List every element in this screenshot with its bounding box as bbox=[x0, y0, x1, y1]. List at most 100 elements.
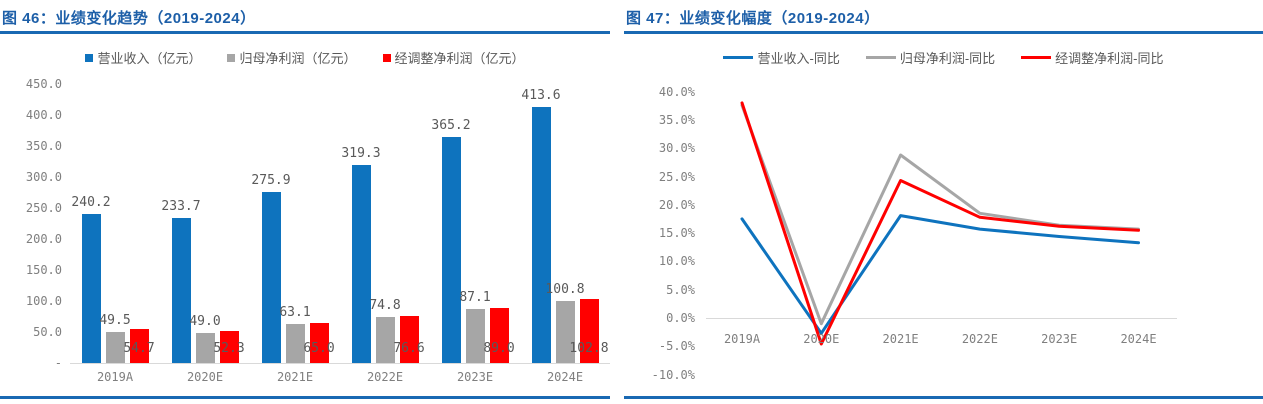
bar-revenue-2024E bbox=[531, 107, 551, 363]
legend-item-adjusted-net-profit-yoy: 经调整净利润-同比 bbox=[1021, 48, 1164, 67]
y-tick-label: 40.0% bbox=[658, 84, 695, 99]
y-tick-label: 250.0 bbox=[25, 201, 62, 215]
x-tick-label-2022E: 2022E bbox=[961, 332, 998, 346]
figure-46-title: 图 46：业绩变化趋势（2019-2024） bbox=[2, 10, 256, 27]
y-tick-label: 0.0% bbox=[666, 311, 695, 325]
legend-label-net-profit-yoy: 归母净利润-同比 bbox=[899, 51, 996, 66]
figure-47-title: 图 47：业绩变化幅度（2019-2024） bbox=[626, 10, 880, 27]
y-tick-label: 35.0% bbox=[658, 112, 695, 127]
x-tick-label-2023E: 2023E bbox=[456, 370, 494, 384]
y-tick-label: 350.0 bbox=[25, 139, 62, 153]
legend-item-revenue: 营业收入（亿元） bbox=[85, 48, 201, 67]
y-tick-label: 5.0% bbox=[666, 282, 695, 297]
legend-label-adjusted-net-profit-yoy: 经调整净利润-同比 bbox=[1055, 51, 1164, 66]
y-tick-label: 50.0 bbox=[33, 325, 62, 339]
legend-line-adjusted-net-profit-yoy-icon bbox=[1021, 56, 1052, 59]
x-tick-label-2019A: 2019A bbox=[723, 332, 761, 346]
bar-revenue-2023E bbox=[441, 137, 461, 363]
x-tick-label-2024E: 2024E bbox=[1120, 332, 1157, 346]
y-tick-label: 25.0% bbox=[658, 169, 695, 184]
line-chart-area: 营业收入-同比 归母净利润-同比 经调整净利润-同比 40.0% 35.0% 30.0%… bbox=[624, 36, 1263, 396]
data-label-adjusted-net-profit-2023E: 89.0 bbox=[483, 341, 515, 356]
series-line-adjusted-net-profit-yoy bbox=[740, 101, 1140, 346]
series-line-net-profit-yoy bbox=[740, 103, 1140, 326]
data-label-adjusted-net-profit-2019A: 54.7 bbox=[123, 341, 155, 356]
data-label-revenue-2020E: 233.7 bbox=[161, 199, 201, 214]
data-label-revenue-2024E: 413.6 bbox=[521, 88, 561, 103]
data-label-adjusted-net-profit-2021E: 65.0 bbox=[303, 341, 335, 356]
x-axis-line bbox=[70, 363, 610, 364]
legend-item-net-profit-yoy: 归母净利润-同比 bbox=[865, 48, 996, 67]
data-label-adjusted-net-profit-2022E: 76.6 bbox=[393, 341, 425, 356]
bar-revenue-2019A bbox=[81, 214, 101, 363]
zero-axis-line bbox=[706, 318, 1177, 319]
data-label-adjusted-net-profit-2020E: 52.3 bbox=[213, 341, 245, 356]
bar-revenue-2022E bbox=[351, 165, 371, 363]
y-tick-label: 300.0 bbox=[25, 170, 62, 184]
bar-net-profit-2022E bbox=[375, 317, 395, 363]
legend-item-net-profit: 归母净利润（亿元） bbox=[227, 48, 357, 67]
legend-label-revenue: 营业收入（亿元） bbox=[97, 51, 202, 66]
bar-net-profit-2023E bbox=[465, 309, 485, 363]
x-tick-label-2022E: 2022E bbox=[366, 370, 404, 384]
bar-revenue-2021E bbox=[261, 192, 281, 363]
y-tick-label: -5.0% bbox=[658, 339, 695, 354]
bar-adjusted-net-profit-2022E bbox=[399, 316, 419, 363]
bar-revenue-2020E bbox=[171, 218, 191, 363]
bar-chart-legend: 营业收入（亿元） 归母净利润（亿元） 经调整净利润（亿元） bbox=[0, 48, 610, 67]
figure-46-bottom-rule bbox=[0, 396, 610, 399]
line-chart-legend: 营业收入-同比 归母净利润-同比 经调整净利润-同比 bbox=[624, 48, 1263, 67]
figure-47-title-underline bbox=[624, 31, 1263, 34]
x-tick-label-2020E: 2020E bbox=[186, 370, 224, 384]
data-label-net-profit-2020E: 49.0 bbox=[189, 314, 221, 329]
bar-adjusted-net-profit-2020E bbox=[219, 331, 239, 363]
bar-net-profit-2021E bbox=[285, 324, 305, 363]
bar-adjusted-net-profit-2021E bbox=[309, 323, 329, 363]
y-tick-label: 150.0 bbox=[25, 263, 62, 277]
legend-swatch-adjusted-net-profit-icon bbox=[382, 53, 391, 62]
y-tick-label: 30.0% bbox=[658, 141, 695, 156]
bar-chart-area: 营业收入（亿元） 归母净利润（亿元） 经调整净利润（亿元） 450.0 400.0 35… bbox=[0, 36, 610, 396]
x-tick-label-2020E: 2020E bbox=[803, 332, 840, 346]
y-tick-label: 400.0 bbox=[25, 108, 62, 122]
legend-label-revenue-yoy: 营业收入-同比 bbox=[757, 51, 840, 66]
bar-net-profit-2019A bbox=[105, 332, 125, 363]
legend-label-net-profit: 归母净利润（亿元） bbox=[239, 51, 357, 66]
x-tick-label-2021E: 2021E bbox=[276, 370, 314, 384]
bar-net-profit-2024E bbox=[555, 301, 575, 363]
y-tick-label: 450.0 bbox=[25, 77, 62, 91]
bar-adjusted-net-profit-2023E bbox=[489, 308, 509, 363]
legend-swatch-net-profit-icon bbox=[227, 53, 236, 62]
data-label-net-profit-2019A: 49.5 bbox=[99, 313, 131, 328]
data-label-net-profit-2023E: 87.1 bbox=[459, 290, 491, 305]
y-tick-label: -10.0% bbox=[651, 367, 695, 382]
data-label-revenue-2023E: 365.2 bbox=[431, 118, 471, 133]
bar-net-profit-2020E bbox=[195, 333, 215, 363]
x-tick-label-2019A: 2019A bbox=[96, 370, 134, 384]
data-label-adjusted-net-profit-2024E: 102.8 bbox=[569, 341, 609, 356]
y-tick-label: 10.0% bbox=[658, 254, 695, 269]
legend-label-adjusted-net-profit: 经调整净利润（亿元） bbox=[394, 51, 525, 66]
figure-47-panel: 图 47：业绩变化幅度（2019-2024） 营业收入-同比 归母净利润-同比 经调… bbox=[624, 0, 1263, 404]
data-label-revenue-2019A: 240.2 bbox=[71, 195, 111, 210]
legend-line-net-profit-yoy-icon bbox=[865, 56, 896, 59]
legend-line-revenue-yoy-icon bbox=[723, 56, 754, 59]
x-tick-label-2024E: 2024E bbox=[546, 370, 584, 384]
y-tick-label: 15.0% bbox=[658, 226, 695, 241]
y-tick-label: 100.0 bbox=[25, 294, 62, 308]
data-label-net-profit-2021E: 63.1 bbox=[279, 305, 311, 320]
series-line-revenue-yoy bbox=[740, 214, 1140, 335]
y-tick-label: - bbox=[54, 356, 62, 370]
figure-47-bottom-rule bbox=[624, 396, 1263, 399]
legend-item-revenue-yoy: 营业收入-同比 bbox=[723, 48, 840, 67]
legend-item-adjusted-net-profit: 经调整净利润（亿元） bbox=[382, 48, 525, 67]
data-label-revenue-2022E: 319.3 bbox=[341, 146, 381, 161]
data-label-revenue-2021E: 275.9 bbox=[251, 173, 291, 188]
x-tick-label-2023E: 2023E bbox=[1041, 332, 1078, 346]
figure-46-title-underline bbox=[0, 31, 610, 34]
bar-adjusted-net-profit-2019A bbox=[129, 329, 149, 363]
data-label-net-profit-2022E: 74.8 bbox=[369, 298, 401, 313]
y-tick-label: 20.0% bbox=[658, 197, 695, 212]
bar-adjusted-net-profit-2024E bbox=[579, 299, 599, 363]
